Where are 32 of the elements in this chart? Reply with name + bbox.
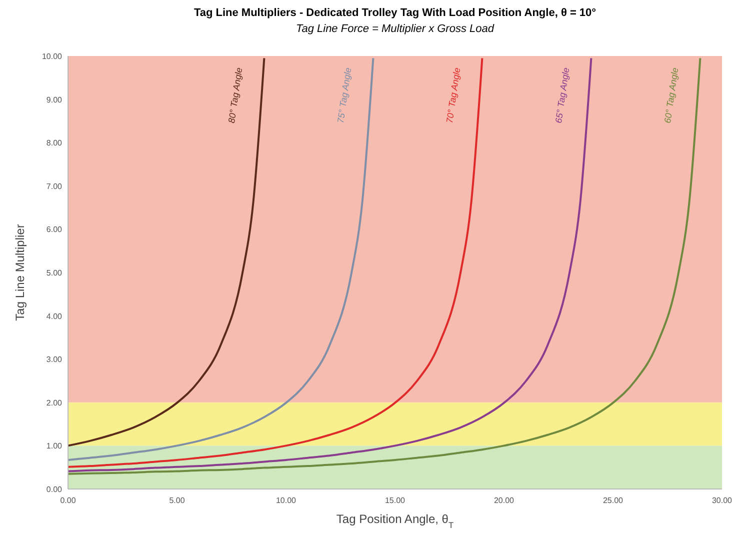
x-tick-label: 30.00 bbox=[712, 496, 733, 505]
line-series bbox=[67, 57, 266, 447]
y-tick-label: 7.00 bbox=[46, 182, 63, 191]
y-tick-label: 3.00 bbox=[46, 355, 63, 364]
text: 60° Tag Angle bbox=[662, 66, 680, 124]
x-tick-label: 10.00 bbox=[276, 496, 297, 505]
x-tick-label: 15.00 bbox=[384, 496, 406, 505]
y-tick-label: 1.00 bbox=[46, 442, 63, 451]
chart-subtitle: Tag Line Force = Multiplier x Gross Load bbox=[296, 23, 495, 35]
y-tick-label: 9.00 bbox=[46, 95, 63, 104]
y-tick-label: 2.00 bbox=[46, 398, 63, 408]
chart-title: Tag Line Multipliers - Dedicated Trolley Tag With Load Position Angle, θ = 10° bbox=[194, 7, 596, 19]
x-axis-title: Tag Position Angle, θ$_{T}$ bbox=[336, 512, 454, 530]
text: 80° Tag Angle bbox=[226, 66, 244, 124]
x-tick-label: 0.00 bbox=[60, 496, 76, 505]
y-tick-label: 8.00 bbox=[46, 138, 63, 148]
text: 70° Tag Angle bbox=[444, 66, 462, 124]
x-tick-label: 25.00 bbox=[602, 496, 624, 505]
y-axis-title: Tag Line Multiplier bbox=[13, 224, 27, 321]
line-series bbox=[67, 57, 702, 475]
line-series bbox=[67, 57, 374, 461]
y-tick-label: 6.00 bbox=[46, 225, 63, 234]
y-tick-label: 4.00 bbox=[46, 312, 63, 321]
line-series bbox=[67, 57, 592, 472]
text: 75° Tag Angle bbox=[335, 66, 354, 124]
line-series bbox=[67, 57, 484, 468]
x-tick-label: 20.00 bbox=[494, 496, 515, 505]
y-tick-label: 10.00 bbox=[42, 52, 63, 61]
y-tick-label: 0.00 bbox=[46, 485, 63, 494]
y-tick-label: 5.00 bbox=[46, 268, 63, 278]
text: 65° Tag Angle bbox=[553, 66, 572, 124]
x-tick-label: 5.00 bbox=[169, 496, 186, 505]
